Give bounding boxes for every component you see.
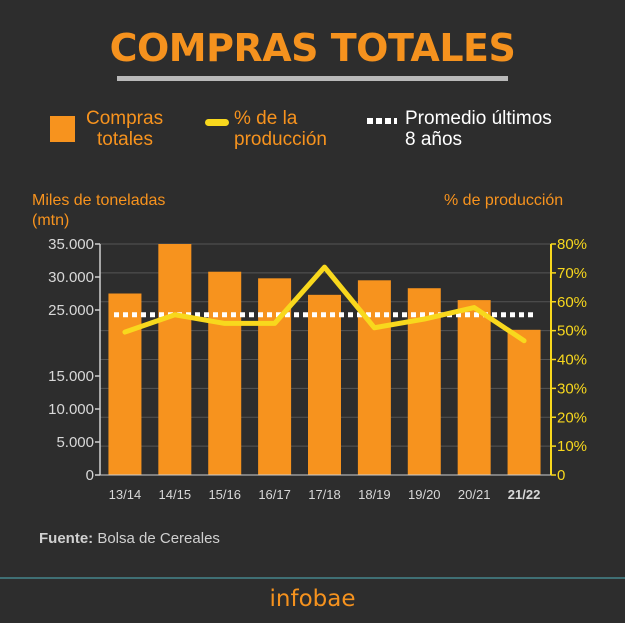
- source-label: Fuente:: [39, 530, 94, 547]
- legend-average-swatch: [367, 118, 397, 124]
- bar-14-15: [158, 244, 192, 475]
- x-axis-tick-label: 20/21: [458, 487, 491, 502]
- x-axis-tick-label: 16/17: [258, 487, 291, 502]
- legend-bars-label-line1: Compras: [86, 108, 164, 129]
- infobae-logo: infobae: [269, 586, 356, 612]
- bar-18-19: [357, 280, 391, 475]
- left-axis-title-line2: (mtn): [32, 212, 70, 229]
- bar-13-14: [108, 293, 142, 475]
- legend-line-label: % de la producción: [234, 108, 327, 150]
- right-axis-tick-label: 80%: [557, 236, 587, 253]
- left-axis-tick-label: 5.000: [56, 434, 94, 451]
- x-axis-tick-label: 17/18: [308, 487, 341, 502]
- left-axis-tick-label: 35.000: [48, 236, 94, 253]
- title-underline: [117, 76, 508, 81]
- legend-line-label-line2: producción: [234, 129, 327, 150]
- right-axis-tick-label: 50%: [557, 323, 587, 340]
- bar-15-16: [208, 271, 242, 475]
- left-axis-tick-label: 25.000: [48, 302, 94, 319]
- left-axis-tick-label: 0: [86, 467, 94, 484]
- legend-bar-swatch: [50, 116, 75, 142]
- right-axis-tick-label: 40%: [557, 352, 587, 369]
- footer-divider: [0, 577, 625, 579]
- left-axis-tick-label: 30.000: [48, 269, 94, 286]
- bar-17-18: [308, 294, 341, 475]
- legend-line-label-line1: % de la: [234, 108, 298, 129]
- source-note: Fuente: Bolsa de Cereales: [39, 530, 220, 547]
- legend-average-label: Promedio últimos 8 años: [405, 108, 552, 150]
- right-axis-tick-label: 20%: [557, 409, 587, 426]
- x-axis-tick-label: 14/15: [159, 487, 192, 502]
- bar-21-22: [507, 329, 541, 475]
- legend-average-label-line1: Promedio últimos: [405, 108, 552, 129]
- source-text: Bolsa de Cereales: [93, 530, 220, 547]
- right-axis-tick-label: 30%: [557, 380, 587, 397]
- bar-20-21: [457, 300, 491, 475]
- left-axis-tick-label: 15.000: [48, 368, 94, 385]
- right-axis-title: % de producción: [444, 192, 564, 209]
- legend-average-label-line2: 8 años: [405, 129, 463, 150]
- chart-title: COMPRAS TOTALES: [109, 26, 516, 70]
- right-axis-tick-label: 70%: [557, 265, 587, 282]
- right-axis-tick-label: 10%: [557, 438, 587, 455]
- x-axis-tick-label: 21/22: [508, 487, 541, 502]
- left-axis-tick-label: 10.000: [48, 401, 94, 418]
- right-axis-tick-label: 0: [557, 467, 565, 484]
- x-axis-tick-label: 15/16: [208, 487, 241, 502]
- x-axis-tick-label: 13/14: [109, 487, 142, 502]
- right-axis-tick-label: 60%: [557, 294, 587, 311]
- legend-bars-label: Compras totales: [86, 108, 163, 150]
- x-axis-tick-label: 18/19: [358, 487, 391, 502]
- x-axis-tick-label: 19/20: [408, 487, 441, 502]
- left-axis-title-line1: Miles de toneladas: [32, 192, 166, 209]
- legend-bars-label-line2: totales: [97, 129, 153, 150]
- left-axis-title: Miles de toneladas (mtn): [32, 191, 165, 231]
- legend-line-swatch: [205, 119, 229, 126]
- percent-production-line: [122, 264, 527, 344]
